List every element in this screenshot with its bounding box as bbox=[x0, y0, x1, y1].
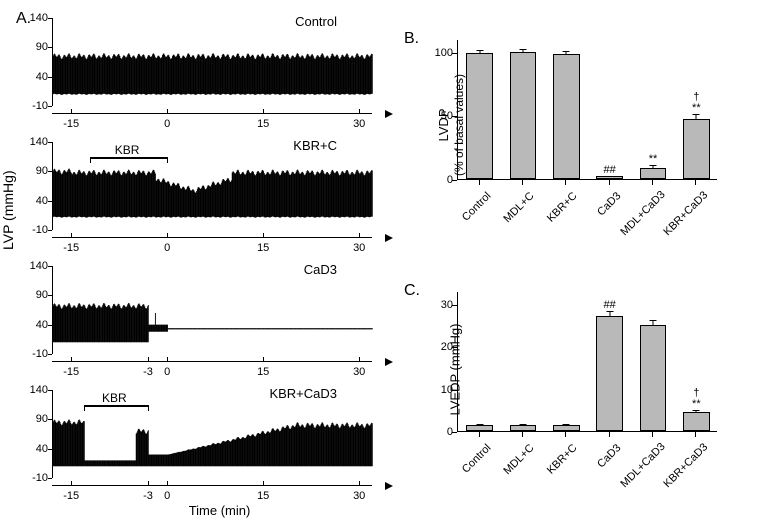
bar-xlabel: MDL+CaD3 bbox=[618, 190, 666, 238]
trace-ytick: 140 bbox=[20, 136, 48, 148]
kbr-bar bbox=[84, 405, 148, 407]
trace-xlabel: Time (min) bbox=[189, 503, 251, 518]
sig-marker: ** bbox=[649, 153, 658, 165]
bar bbox=[683, 119, 710, 179]
trace-ytick: 140 bbox=[20, 260, 48, 272]
bar bbox=[596, 316, 623, 431]
bar bbox=[683, 412, 710, 431]
trace-ytick: -10 bbox=[20, 348, 48, 360]
bar-xlabel: Control bbox=[445, 190, 493, 238]
trace-xtick: 15 bbox=[257, 490, 269, 502]
trace-ytick: 140 bbox=[20, 12, 48, 24]
trace-svg bbox=[53, 142, 373, 230]
trace-xtick: 15 bbox=[257, 118, 269, 130]
bar-chart-lvedp: LVEDP (mmHg)##†**0102030ControlMDL+CKBR+… bbox=[457, 292, 737, 502]
bar-ytick: 0 bbox=[429, 174, 453, 186]
trace-ytick: 90 bbox=[20, 289, 48, 301]
sig-marker: ** bbox=[692, 398, 701, 410]
trace-ytick: 90 bbox=[20, 41, 48, 53]
trace-ytick: -10 bbox=[20, 100, 48, 112]
bar-ytick: 50 bbox=[429, 110, 453, 122]
trace-ytick: 140 bbox=[20, 384, 48, 396]
trace-xtick: 0 bbox=[164, 366, 170, 378]
bar bbox=[640, 325, 667, 431]
kbr-bar bbox=[90, 157, 167, 159]
trace-xtick: -15 bbox=[63, 118, 79, 130]
bar-charts-panel: LVDP(% of basal values)##**†**050100Cont… bbox=[413, 40, 753, 510]
trace-svg bbox=[53, 18, 373, 106]
traces-panel: LVP (mmHg) Control-104090140-1501530KBR+… bbox=[52, 12, 387, 507]
trace-ytick: -10 bbox=[20, 472, 48, 484]
trace-xtick: 15 bbox=[257, 242, 269, 254]
bar-xlabel: KBR+CaD3 bbox=[662, 442, 710, 490]
sig-marker: ** bbox=[692, 102, 701, 114]
trace-xtick: -15 bbox=[63, 242, 79, 254]
trace-kbrc: KBR+C-104090140KBR-1501530 bbox=[52, 136, 387, 254]
sig-marker: ## bbox=[604, 164, 616, 176]
bar-xlabel: MDL+C bbox=[488, 190, 536, 238]
bar-ytick: 10 bbox=[429, 384, 453, 396]
trace-xtick: -15 bbox=[63, 366, 79, 378]
bar-xlabel: CaD3 bbox=[575, 442, 623, 490]
kbr-label: KBR bbox=[102, 391, 127, 405]
lvp-ylabel: LVP (mmHg) bbox=[0, 170, 16, 250]
trace-xtick: 15 bbox=[257, 366, 269, 378]
bar-ytick: 20 bbox=[429, 341, 453, 353]
bar bbox=[466, 53, 493, 179]
trace-control: Control-104090140-1501530 bbox=[52, 12, 387, 130]
trace-xtick: 0 bbox=[164, 242, 170, 254]
trace-xtick: 0 bbox=[164, 490, 170, 502]
trace-xtick: 30 bbox=[353, 118, 365, 130]
bar-ytick: 100 bbox=[429, 47, 453, 59]
bar-xlabel: KBR+CaD3 bbox=[662, 190, 710, 238]
bar-xlabel: MDL+CaD3 bbox=[618, 442, 666, 490]
trace-ytick: 40 bbox=[20, 195, 48, 207]
bar-xlabel: KBR+C bbox=[532, 190, 580, 238]
trace-ytick: 40 bbox=[20, 319, 48, 331]
trace-xtick: 30 bbox=[353, 242, 365, 254]
trace-xtick: 30 bbox=[353, 366, 365, 378]
trace-xtick: -15 bbox=[63, 490, 79, 502]
bar bbox=[553, 54, 580, 179]
trace-xtick: 30 bbox=[353, 490, 365, 502]
bar-xlabel: KBR+C bbox=[532, 442, 580, 490]
sig-marker: ## bbox=[604, 299, 616, 311]
bar bbox=[510, 52, 537, 179]
trace-xtick: -3 bbox=[143, 366, 153, 378]
trace-ytick: -10 bbox=[20, 224, 48, 236]
trace-kbrcad3: KBR+CaD3-104090140KBR-15-301530Time (min… bbox=[52, 384, 387, 502]
trace-xtick: 0 bbox=[164, 118, 170, 130]
bar-chart-lvdp: LVDP(% of basal values)##**†**050100Cont… bbox=[457, 40, 737, 250]
trace-ytick: 40 bbox=[20, 443, 48, 455]
bar-ytick: 30 bbox=[429, 299, 453, 311]
bar bbox=[640, 168, 667, 179]
trace-xtick: -3 bbox=[143, 490, 153, 502]
bar-xlabel: MDL+C bbox=[488, 442, 536, 490]
trace-ytick: 90 bbox=[20, 413, 48, 425]
trace-cad3: CaD3-104090140-15-301530 bbox=[52, 260, 387, 378]
bar-ytick: 0 bbox=[429, 426, 453, 438]
trace-ytick: 40 bbox=[20, 71, 48, 83]
trace-svg bbox=[53, 390, 373, 478]
bar-xlabel: CaD3 bbox=[575, 190, 623, 238]
bar-xlabel: Control bbox=[445, 442, 493, 490]
trace-svg bbox=[53, 266, 373, 354]
trace-ytick: 90 bbox=[20, 165, 48, 177]
kbr-label: KBR bbox=[115, 143, 140, 157]
